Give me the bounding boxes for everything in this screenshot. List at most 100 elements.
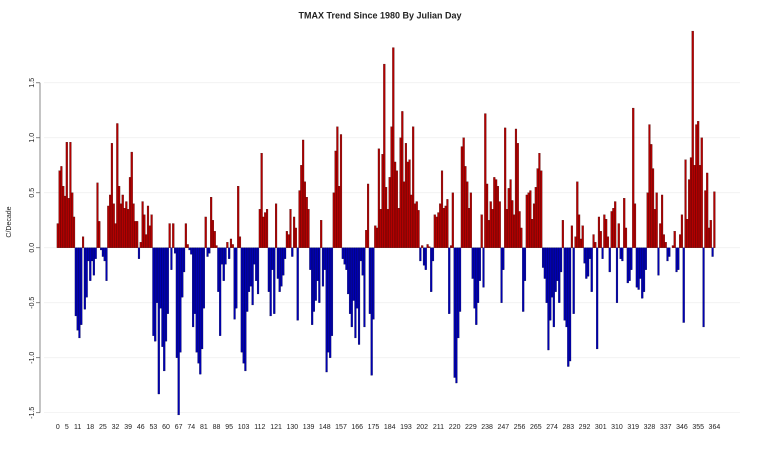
bar	[134, 221, 137, 248]
bar	[71, 192, 74, 248]
bar	[682, 247, 685, 323]
bar	[507, 188, 510, 248]
bar	[175, 247, 178, 358]
bar	[262, 216, 265, 248]
bar	[704, 190, 707, 248]
x-tick-label: 46	[137, 424, 145, 431]
bar	[280, 247, 283, 287]
bar	[334, 150, 337, 248]
bar	[437, 212, 440, 248]
bar	[439, 203, 442, 248]
bar	[516, 143, 519, 248]
bar	[457, 247, 460, 339]
x-tick-label: 130	[286, 424, 298, 431]
x-tick-label: 355	[692, 424, 704, 431]
bar	[376, 227, 379, 248]
bar	[184, 223, 187, 248]
bar	[154, 247, 157, 342]
bar	[617, 223, 620, 248]
bar	[348, 247, 352, 314]
bar	[60, 166, 63, 248]
bar	[273, 247, 276, 314]
bar	[249, 247, 252, 287]
bar	[181, 247, 184, 298]
bar	[370, 247, 373, 376]
bar	[388, 177, 391, 248]
bar	[303, 181, 306, 248]
bar	[421, 245, 424, 248]
bar	[285, 231, 288, 248]
bar	[231, 244, 234, 248]
bar	[644, 247, 647, 270]
bar	[661, 194, 664, 248]
bar	[101, 247, 104, 257]
bar	[145, 234, 148, 248]
bar	[624, 227, 628, 248]
bar	[103, 247, 106, 262]
x-tick-label: 328	[644, 424, 656, 431]
bar	[619, 247, 622, 259]
bar	[579, 238, 582, 248]
bar	[143, 214, 146, 248]
bar	[168, 223, 171, 248]
bar	[386, 209, 389, 248]
bar	[197, 247, 200, 364]
bar	[110, 143, 113, 248]
bar	[240, 247, 243, 353]
bar	[251, 247, 254, 306]
bar	[363, 247, 366, 328]
bar	[552, 247, 555, 328]
bar	[166, 247, 169, 314]
bar	[146, 205, 150, 248]
bar	[296, 247, 299, 321]
bar	[354, 247, 357, 339]
bar	[170, 247, 173, 270]
bar	[639, 247, 642, 279]
bar	[412, 126, 415, 248]
bar	[330, 247, 334, 336]
bar	[125, 201, 128, 248]
bar	[558, 247, 561, 303]
bar	[83, 247, 86, 310]
bar	[255, 247, 258, 281]
bar	[459, 247, 462, 312]
bar	[343, 247, 346, 265]
bar	[435, 216, 438, 248]
bar	[312, 247, 315, 312]
bar	[433, 214, 436, 248]
x-tick-label: 175	[368, 424, 380, 431]
bar	[635, 247, 638, 288]
bar	[195, 247, 198, 353]
y-tick-label: 0.5	[29, 188, 36, 198]
x-tick-label: 346	[676, 424, 688, 431]
bar	[275, 203, 278, 248]
bar	[426, 244, 429, 248]
bar	[179, 247, 182, 353]
bar	[550, 247, 554, 298]
bar	[626, 247, 629, 284]
x-tick-label: 103	[238, 424, 250, 431]
bar	[608, 247, 611, 273]
bar	[76, 247, 79, 331]
bar	[298, 190, 301, 248]
bar	[520, 227, 523, 248]
bar	[282, 247, 285, 276]
bar	[475, 247, 478, 325]
bar	[543, 247, 546, 279]
bar	[332, 192, 335, 248]
bar	[316, 247, 319, 281]
bar	[668, 247, 671, 257]
bar	[305, 197, 308, 248]
bar	[217, 247, 220, 292]
bar	[219, 247, 222, 336]
bar	[347, 247, 350, 295]
bar	[702, 247, 705, 328]
bar	[395, 170, 398, 248]
bar	[271, 247, 274, 270]
bar	[74, 247, 77, 317]
bar	[610, 211, 613, 248]
bar	[502, 247, 505, 270]
bar	[172, 223, 175, 248]
bar	[213, 231, 216, 248]
bar	[431, 247, 435, 262]
